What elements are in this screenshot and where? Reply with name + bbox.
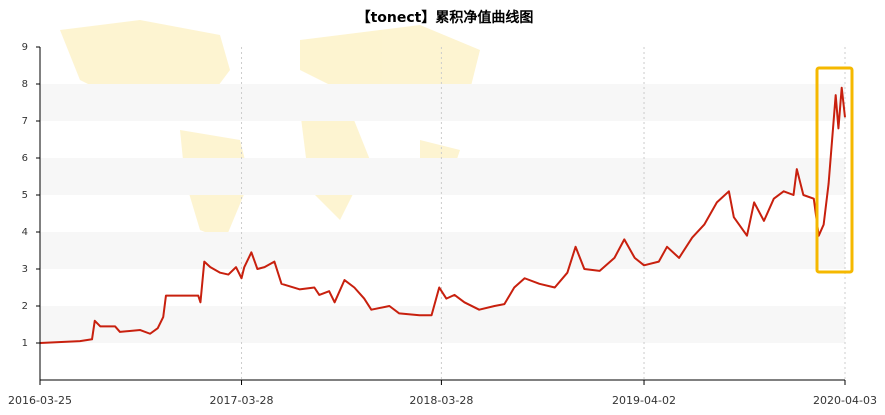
y-tick-label: 6 — [22, 153, 28, 164]
y-tick-label: 7 — [22, 116, 28, 127]
x-tick-label: 2017-03-28 — [210, 394, 274, 407]
x-tick-label: 2020-04-03 — [813, 394, 877, 407]
y-tick-label: 5 — [22, 190, 28, 201]
grid-band — [40, 306, 845, 343]
y-tick-label: 8 — [22, 79, 28, 90]
world-map-background — [60, 20, 480, 240]
grid-band — [40, 84, 845, 121]
chart-title: 【tonect】累积净值曲线图 — [357, 9, 534, 26]
nav-line — [39, 86, 846, 344]
y-tick-label: 2 — [22, 301, 28, 312]
y-tick-label: 4 — [22, 227, 28, 238]
x-tick-label: 2019-04-02 — [612, 394, 676, 407]
highlight-box — [815, 66, 854, 274]
y-tick-label: 9 — [22, 42, 28, 53]
grid-band — [40, 232, 845, 269]
y-tick-label: 3 — [22, 264, 28, 275]
grid-band — [40, 158, 845, 195]
y-tick-label: 1 — [22, 338, 28, 349]
x-tick-label: 2016-03-25 — [8, 394, 72, 407]
x-tick-label: 2018-03-28 — [409, 394, 473, 407]
